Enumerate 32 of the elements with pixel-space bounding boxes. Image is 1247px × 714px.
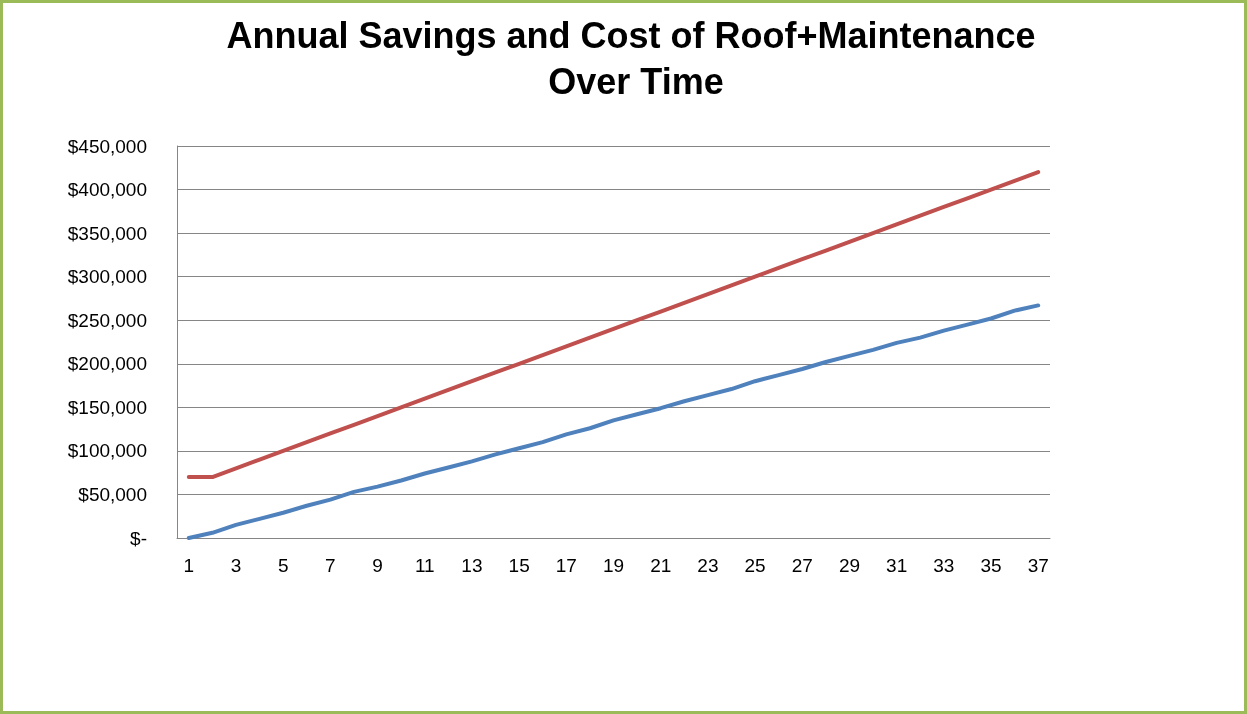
x-tick-label: 13 — [461, 555, 483, 576]
x-tick-label: 35 — [980, 555, 1002, 576]
y-tick-label: $- — [130, 527, 147, 549]
y-tick-label: $250,000 — [67, 309, 147, 331]
x-tick-label: 19 — [602, 555, 625, 576]
y-tick-label: $100,000 — [67, 440, 147, 462]
x-tick-label: 33 — [933, 555, 955, 576]
x-tick-label: 5 — [277, 555, 289, 576]
x-tick-label: 37 — [1027, 555, 1049, 576]
y-tick-label: $50,000 — [78, 483, 147, 505]
x-tick-label: 1 — [183, 555, 195, 576]
x-tick-label: 9 — [372, 555, 383, 576]
x-tick-label: 31 — [886, 555, 908, 576]
x-tick-label: 3 — [230, 555, 242, 576]
x-tick-label: 25 — [744, 555, 766, 576]
y-tick-label: $200,000 — [67, 353, 147, 375]
x-tick-label: 27 — [791, 555, 813, 576]
x-tick-label: 7 — [325, 555, 336, 576]
y-tick-label: $350,000 — [67, 222, 147, 244]
line-series — [186, 170, 1041, 480]
y-tick-label: $150,000 — [67, 396, 147, 418]
chart-title: Annual Savings and Cost of Roof+Maintenance Over Time — [226, 14, 1046, 102]
y-tick-label: $300,000 — [67, 266, 147, 288]
y-tick-label: $450,000 — [67, 135, 147, 157]
x-tick-label: 17 — [555, 555, 577, 576]
x-tick-label: 29 — [838, 555, 861, 576]
x-tick-label: 23 — [697, 555, 719, 576]
x-tick-label: 15 — [508, 555, 530, 576]
x-tick-label: 21 — [650, 555, 672, 576]
x-tick-label: 11 — [414, 555, 435, 576]
y-tick-label: $400,000 — [67, 179, 147, 201]
line-series — [186, 303, 1041, 540]
